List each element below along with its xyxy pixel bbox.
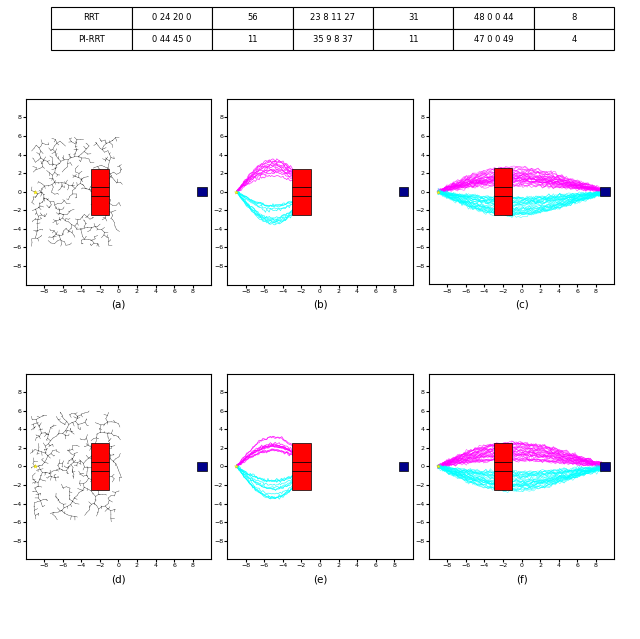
Bar — [494, 187, 513, 196]
Bar — [292, 443, 311, 462]
Bar — [494, 443, 513, 462]
Bar — [600, 462, 610, 471]
Bar — [91, 462, 109, 471]
Bar — [494, 196, 513, 215]
Text: (a): (a) — [111, 299, 125, 309]
Bar — [292, 187, 311, 196]
Bar — [91, 187, 109, 196]
Bar — [600, 187, 610, 196]
Text: (e): (e) — [313, 574, 327, 584]
Bar — [91, 196, 109, 215]
Text: (c): (c) — [515, 299, 529, 309]
Text: (d): (d) — [111, 574, 125, 584]
Bar — [292, 196, 311, 215]
Bar — [197, 187, 207, 196]
Bar — [91, 443, 109, 462]
Bar — [197, 462, 207, 471]
Text: (b): (b) — [313, 299, 327, 309]
Bar — [91, 169, 109, 187]
Bar — [494, 462, 513, 471]
Bar — [91, 471, 109, 489]
Bar — [292, 169, 311, 187]
Text: (f): (f) — [516, 574, 527, 584]
Bar — [399, 187, 408, 196]
Bar — [292, 462, 311, 471]
Bar — [494, 169, 513, 187]
Bar — [399, 462, 408, 471]
Bar — [292, 471, 311, 489]
Bar — [494, 471, 513, 489]
